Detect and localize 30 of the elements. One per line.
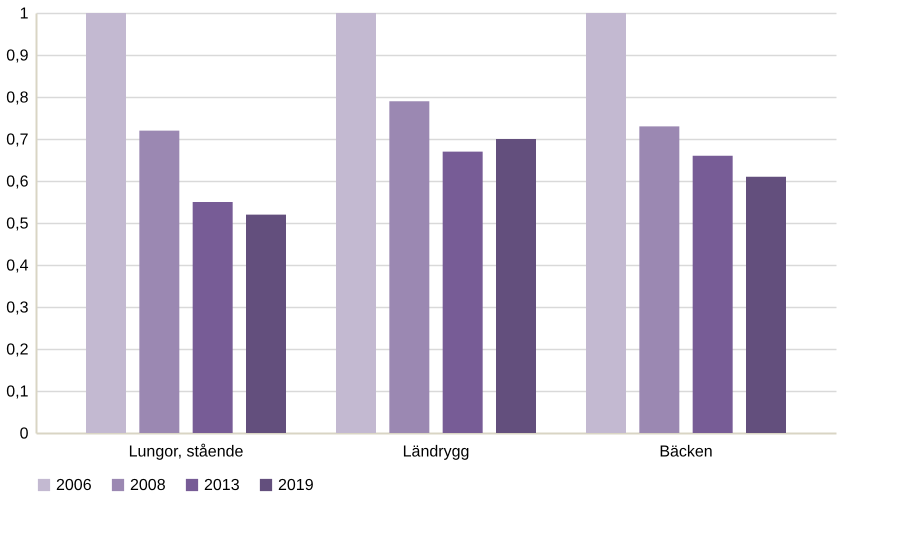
bar (586, 13, 626, 433)
bar (746, 176, 786, 433)
bar (442, 152, 483, 433)
y-tick-label: 0,6 (6, 174, 29, 190)
legend-label: 2013 (204, 477, 240, 494)
bar (639, 126, 680, 433)
y-tick-label: 0 (20, 426, 29, 442)
x-tick-label: Bäcken (659, 444, 713, 460)
y-tick-label: 0,9 (6, 48, 29, 64)
y-tick-label: 1 (20, 6, 29, 22)
bar (192, 202, 233, 433)
y-tick-label: 0,4 (6, 258, 29, 274)
legend-label: 2008 (130, 477, 166, 494)
legend-label: 2006 (56, 477, 92, 494)
y-tick-label: 0,7 (6, 132, 29, 148)
x-tick-label: Lungor, stående (128, 444, 244, 460)
bar (692, 156, 733, 433)
y-tick-label: 0,5 (6, 216, 29, 232)
x-tick-label: Ländrygg (402, 444, 470, 460)
bar (246, 214, 286, 433)
y-tick-label: 0,8 (6, 90, 29, 106)
y-tick-label: 0,1 (6, 384, 29, 400)
bar (336, 13, 376, 433)
legend-label: 2019 (278, 477, 314, 494)
bar (389, 101, 430, 433)
bar (139, 130, 180, 433)
bar (496, 139, 536, 433)
bar (86, 13, 126, 433)
y-tick-label: 0,3 (6, 300, 29, 316)
y-tick-label: 0,2 (6, 342, 29, 358)
